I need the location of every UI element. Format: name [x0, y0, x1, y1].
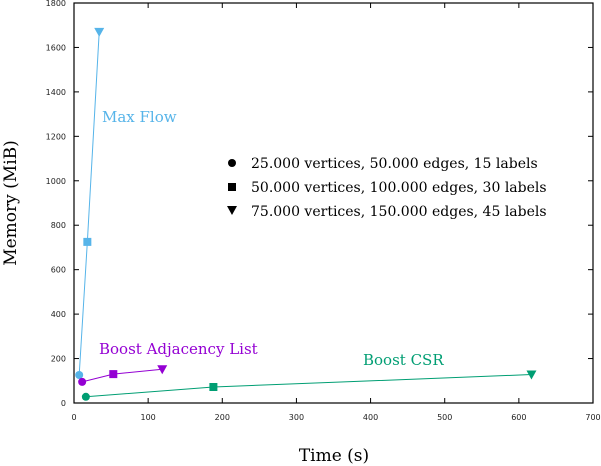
series-label-max-flow: Max Flow	[102, 108, 177, 126]
data-point-circle	[78, 377, 87, 386]
data-point-square	[83, 237, 92, 246]
legend-label: 25.000 vertices, 50.000 edges, 15 labels	[251, 156, 538, 172]
series-line-0	[78, 31, 100, 376]
y-tick-label: 1400	[46, 88, 66, 97]
legend: 25.000 vertices, 50.000 edges, 15 labels…	[227, 156, 547, 220]
legend-marker-triangle	[227, 206, 237, 215]
x-tick-label: 500	[437, 413, 452, 422]
y-tick-label: 400	[51, 310, 66, 319]
legend-label: 50.000 vertices, 100.000 edges, 30 label…	[251, 180, 547, 196]
x-tick-label: 600	[511, 413, 526, 422]
y-tick-label: 1200	[46, 132, 66, 141]
plot-frame	[73, 2, 594, 404]
x-tick-label: 700	[585, 413, 600, 422]
y-tick-label: 1600	[46, 43, 66, 52]
x-axis-label: Time (s)	[299, 446, 369, 466]
data-point-circle	[81, 392, 90, 401]
x-tick-label: 0	[71, 413, 76, 422]
y-tick-label: 800	[51, 221, 66, 230]
data-point-square	[109, 370, 118, 379]
x-tick-label: 200	[215, 413, 230, 422]
x-tick-label: 400	[363, 413, 378, 422]
x-tick-label: 100	[141, 413, 156, 422]
legend-marker-circle	[228, 159, 236, 167]
y-tick-label: 0	[61, 399, 66, 408]
data-point-square	[209, 383, 218, 391]
data-point-triangle	[157, 365, 168, 375]
series-line-2	[85, 374, 532, 398]
series-label-boost-adjacency-list: Boost Adjacency List	[99, 340, 258, 358]
data-point-circle	[75, 371, 84, 379]
x-tick-label: 300	[289, 413, 304, 422]
y-tick-label: 1800	[46, 0, 66, 8]
y-tick-label: 200	[51, 355, 66, 364]
series-line-1	[82, 368, 163, 383]
data-point-triangle	[526, 370, 537, 380]
legend-marker-square	[228, 183, 236, 191]
data-point-triangle	[94, 27, 105, 37]
y-tick-label: 1000	[46, 177, 66, 186]
series-label-boost-csr: Boost CSR	[363, 351, 444, 369]
legend-label: 75.000 vertices, 150.000 edges, 45 label…	[251, 204, 547, 220]
y-axis-label: Memory (MiB)	[1, 140, 21, 266]
y-tick-label: 600	[51, 266, 66, 275]
